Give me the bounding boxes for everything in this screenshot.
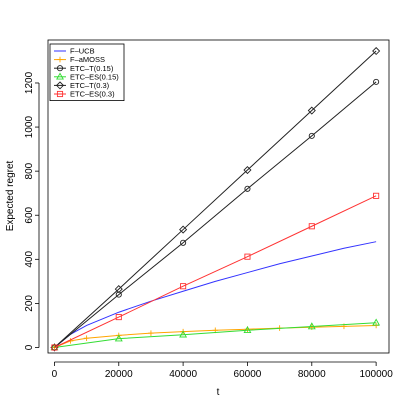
- legend-marker: [55, 81, 65, 90]
- series-line: [54, 195, 377, 348]
- data-point: [243, 325, 252, 334]
- series-0: [54, 241, 377, 348]
- legend-marker: [56, 72, 64, 80]
- data-point: [243, 166, 252, 175]
- series-5: [51, 192, 380, 351]
- legend-item: ETC–T(0.15): [54, 64, 114, 73]
- x-tick-label: 100000: [359, 369, 393, 380]
- y-tick-label: 800: [24, 162, 35, 179]
- series-1: [51, 322, 379, 351]
- series-2: [51, 78, 380, 351]
- legend-marker: [56, 65, 64, 72]
- data-point: [372, 318, 381, 326]
- series-line: [54, 50, 377, 348]
- legend: F–UCBF–aMOSSETC–T(0.15)ETC–ES(0.15)ETC–T…: [49, 43, 125, 101]
- y-tick-label: 400: [24, 251, 35, 268]
- legend-item: ETC–T(0.3): [54, 81, 110, 90]
- x-axis: 0 20000 40000 60000 80000 100000: [52, 361, 393, 380]
- data-point: [114, 285, 123, 294]
- data-point: [180, 239, 187, 246]
- data-point: [373, 192, 380, 199]
- data-point: [307, 106, 316, 115]
- data-point: [244, 185, 251, 192]
- x-tick-label: 60000: [234, 369, 262, 380]
- data-point: [180, 283, 187, 290]
- legend-marker: [57, 56, 63, 63]
- legend-label: ETC–ES(0.3): [70, 90, 115, 99]
- series-line: [54, 322, 377, 348]
- y-axis: 0 200 400 600 800 1000 1200: [24, 71, 40, 350]
- legend-label: F–aMOSS: [70, 55, 105, 64]
- data-point: [148, 330, 154, 336]
- series-layer: [50, 46, 381, 352]
- x-tick-label: 80000: [298, 369, 326, 380]
- y-tick-label: 0: [24, 344, 35, 350]
- data-point: [244, 253, 251, 260]
- legend-marker: [56, 90, 64, 98]
- x-tick-label: 20000: [105, 369, 133, 380]
- data-point: [83, 335, 90, 342]
- data-point: [179, 330, 188, 338]
- x-axis-title: t: [217, 387, 220, 398]
- legend-item: ETC–ES(0.15): [54, 72, 119, 81]
- y-axis-title: Expected regret: [5, 160, 16, 231]
- series-3: [50, 318, 381, 351]
- legend-label: ETC–T(0.3): [70, 81, 110, 90]
- series-line: [54, 81, 377, 348]
- legend-label: ETC–T(0.15): [70, 64, 114, 73]
- legend-label: ETC–ES(0.15): [70, 72, 119, 81]
- legend-item: F–UCB: [54, 47, 95, 56]
- y-tick-label: 1000: [24, 116, 35, 139]
- x-tick-label: 0: [52, 369, 58, 380]
- data-point: [308, 132, 315, 139]
- y-tick-label: 200: [24, 295, 35, 312]
- data-point: [179, 225, 188, 234]
- y-tick-label: 600: [24, 206, 35, 223]
- data-point: [372, 46, 381, 56]
- legend-item: ETC–ES(0.3): [54, 90, 115, 99]
- y-tick-label: 1200: [24, 71, 35, 94]
- data-point: [373, 78, 380, 85]
- plot-frame: [47, 39, 390, 354]
- data-point: [51, 344, 58, 351]
- legend-label: F–UCB: [70, 47, 95, 56]
- data-point: [308, 223, 315, 230]
- data-point: [115, 314, 122, 321]
- x-tick-label: 40000: [169, 369, 197, 380]
- legend-item: F–aMOSS: [54, 55, 105, 64]
- series-line: [54, 241, 377, 348]
- data-point: [114, 334, 123, 342]
- data-point: [307, 322, 316, 330]
